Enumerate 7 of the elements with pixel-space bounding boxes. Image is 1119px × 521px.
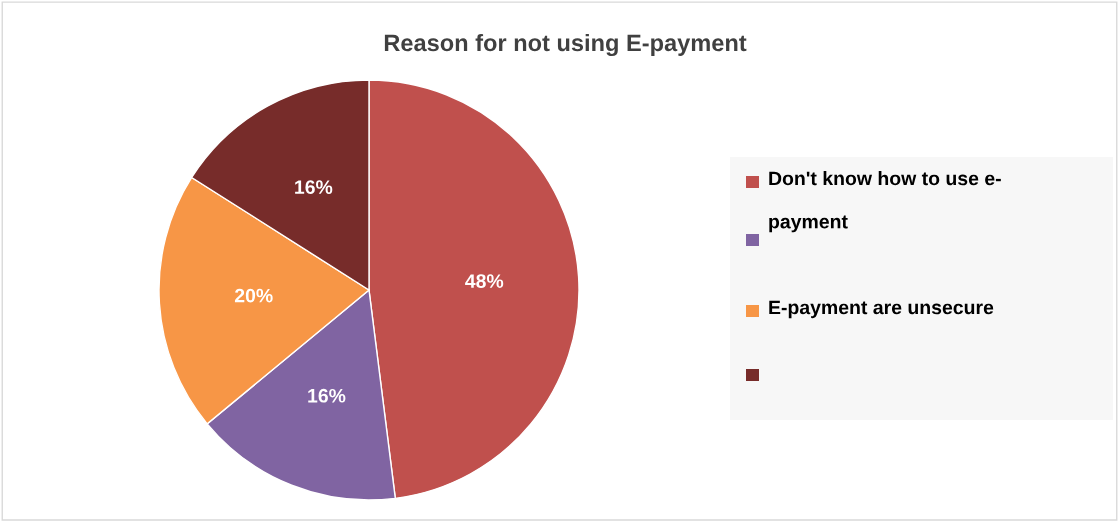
data-label: 16%	[308, 388, 346, 403]
chart-title: Reason for not using E-payment	[384, 33, 747, 57]
data-label: 16%	[295, 180, 333, 195]
category-label: Don't know how to use e- payment	[769, 171, 1001, 233]
data-label: 20%	[234, 288, 273, 303]
data-label: 48%	[465, 274, 504, 288]
legend-label: E-payment are unsecure	[769, 300, 994, 319]
